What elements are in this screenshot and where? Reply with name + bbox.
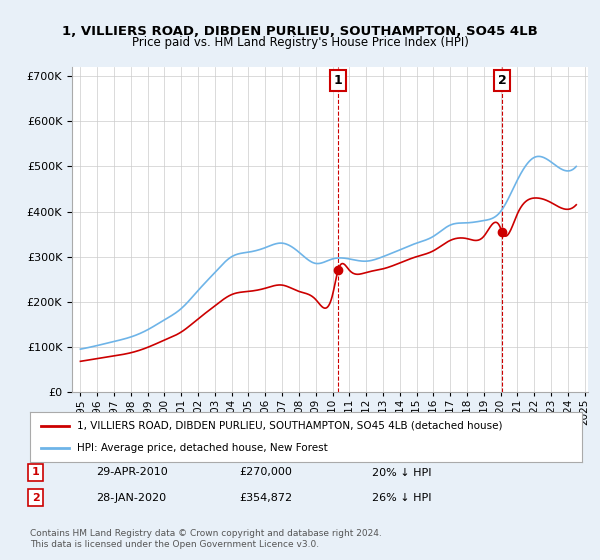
Text: HPI: Average price, detached house, New Forest: HPI: Average price, detached house, New …: [77, 443, 328, 453]
Text: Price paid vs. HM Land Registry's House Price Index (HPI): Price paid vs. HM Land Registry's House …: [131, 36, 469, 49]
Text: 2: 2: [497, 74, 506, 87]
Text: 29-APR-2010: 29-APR-2010: [96, 468, 168, 478]
Text: 1, VILLIERS ROAD, DIBDEN PURLIEU, SOUTHAMPTON, SO45 4LB (detached house): 1, VILLIERS ROAD, DIBDEN PURLIEU, SOUTHA…: [77, 421, 502, 431]
Text: £354,872: £354,872: [240, 493, 293, 503]
Text: Contains HM Land Registry data © Crown copyright and database right 2024.
This d: Contains HM Land Registry data © Crown c…: [30, 529, 382, 549]
Text: 26% ↓ HPI: 26% ↓ HPI: [372, 493, 432, 503]
Text: 1: 1: [334, 74, 343, 87]
Text: 1, VILLIERS ROAD, DIBDEN PURLIEU, SOUTHAMPTON, SO45 4LB: 1, VILLIERS ROAD, DIBDEN PURLIEU, SOUTHA…: [62, 25, 538, 38]
Text: 28-JAN-2020: 28-JAN-2020: [96, 493, 166, 503]
Text: 1: 1: [32, 468, 40, 478]
Text: £270,000: £270,000: [240, 468, 293, 478]
Text: 2: 2: [32, 493, 40, 503]
Text: 20% ↓ HPI: 20% ↓ HPI: [372, 468, 432, 478]
